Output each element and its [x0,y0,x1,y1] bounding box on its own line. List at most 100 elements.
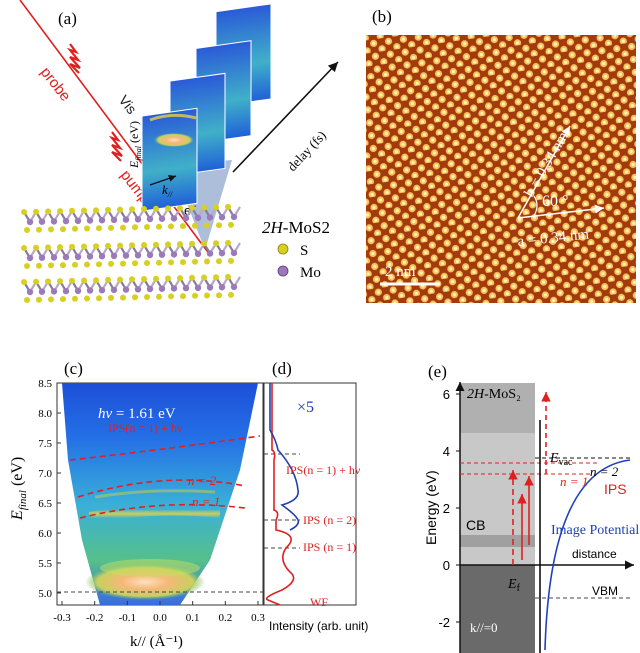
s-atom [57,278,63,285]
s-atom [168,259,174,266]
mo-atom [110,216,118,224]
probe-label: probe [37,64,74,105]
arpes-map [62,383,258,605]
mo-atom [74,253,82,260]
s-atom [48,262,54,269]
e-ytick-label: 6 [443,387,450,402]
s-atom [192,258,198,265]
mo-atom [86,217,94,224]
mo-atom [182,250,190,258]
s-atom [201,240,207,247]
c-ytick-label: 8.0 [38,408,52,420]
s-atom [84,261,90,268]
mo-atom [170,251,178,258]
e-ylabel: Energy (eV) [423,470,439,545]
edc-red-curve [265,383,295,606]
s-atom [204,258,210,265]
e-yticks: 6 4 2 0 -2 [438,387,460,630]
s-atom [96,261,102,268]
s-atom [120,294,126,301]
evac-label: Evac [549,451,573,468]
c-ylabel: Efinal (eV) [9,457,29,521]
s-atom [141,276,147,282]
mo-atom [26,254,34,262]
mo-atom [158,215,166,222]
n2-label: n = 2 [188,473,217,488]
k-axis-label: k// [162,182,173,199]
s-atom [213,274,219,281]
legend-mo-atom [277,265,289,277]
scale-label: 2 nm [385,264,416,280]
mo-atom [62,253,70,261]
s-atom [168,293,174,300]
n1-label: n = 1 [192,494,220,509]
legend-mo-label: Mo [300,265,321,281]
panel-e: (e) 2H-MoS₂ k//=0 6 4 2 0 -2 Energy (eV) Eva… [423,362,639,653]
s-atom [69,277,75,284]
mo-atom [194,284,202,291]
mo-atom [110,286,118,294]
mo-atom [122,216,130,223]
mo-atom [122,252,130,259]
s-atom [129,206,135,213]
panel-d-label: (d) [272,359,292,378]
d-ips2-label: IPS (n = 2) [303,513,356,527]
ips-n2-band [94,489,216,499]
s-atom [177,205,183,212]
mo-atom [26,288,34,296]
mo-atom [182,284,190,292]
c-ytick-label: 7.5 [38,438,52,450]
s-atom [105,206,111,213]
s-atom [21,245,27,251]
s-atom [201,274,207,281]
s-atom [81,277,87,284]
s-atom [45,244,51,251]
s-atom [201,204,207,211]
s-atom [84,225,90,232]
edc-blue-curve [269,383,300,531]
e-ytick-label: 0 [443,558,450,573]
mo-atom [170,285,178,292]
s-atom [141,206,147,212]
panel-d: (d) ×5 IPS(n = 1) + hν IPS (n = 2) IPS (… [263,359,368,633]
s-atom [120,224,126,231]
s-atom [33,208,39,215]
mos2-crystal [21,203,241,303]
s-atom [129,276,135,283]
d-xlabel: Intensity (arb. unit) [269,619,368,633]
s-atom [228,291,234,298]
s-atom [69,243,75,250]
s-atom [225,239,231,246]
s-atom [45,208,51,215]
s-atom [213,240,219,247]
mo-atom [206,250,214,257]
s-atom [216,222,222,229]
s-atom [204,222,210,229]
s-atom [48,296,54,303]
panel-c: hν = 1.61 eV IPS(n = 1) + hν n = 2 n = 1… [9,359,265,650]
s-atom [60,226,66,233]
s-atom [144,260,150,266]
s-atom [216,258,222,265]
s-atom [180,293,186,300]
conduction-band-strip [460,535,535,547]
bulk-top [460,383,535,433]
s-atom [180,223,186,230]
s-atom [24,227,30,233]
c-ytick-label: 5.5 [38,558,52,570]
efinal-axis-label: Efinal (eV) [127,121,143,169]
e-ips-label: IPS [604,481,627,497]
mo-atom [158,251,166,258]
s-atom [36,296,42,303]
e-ytick-label: 2 [443,501,450,516]
s-atom [156,259,162,266]
mo-atom [38,288,46,295]
mo-atom [74,217,82,224]
s-atom [108,294,114,301]
e-ytick-label: -2 [438,615,450,630]
s-atom [81,207,87,214]
ef-label: Ef [507,577,521,594]
s-atom [21,279,27,285]
mo-atom [50,218,58,225]
s-atom [72,261,78,268]
